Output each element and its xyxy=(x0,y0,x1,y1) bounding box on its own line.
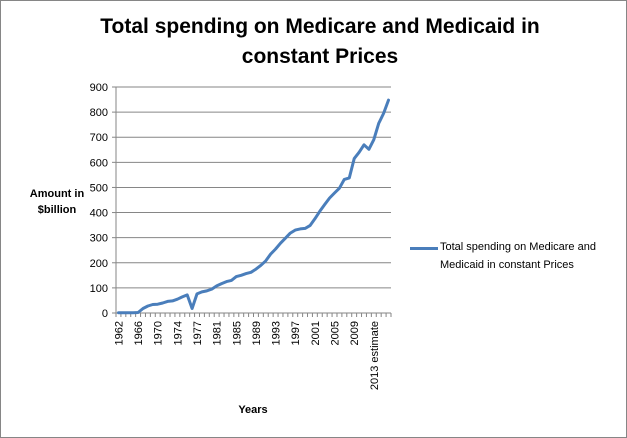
y-tick-label: 0 xyxy=(102,308,108,320)
x-tick-label: 2013 estimate xyxy=(369,321,381,390)
x-tick-label: 1989 xyxy=(251,321,263,345)
x-tick-label: 1966 xyxy=(133,321,145,345)
y-tick-label: 400 xyxy=(90,208,108,220)
x-tick-label: 1981 xyxy=(212,321,224,345)
y-tick-label: 200 xyxy=(90,258,108,270)
y-tick-label: 700 xyxy=(90,132,108,144)
y-tick-label: 800 xyxy=(90,107,108,119)
chart-title: Total spending on Medicare and Medicaid … xyxy=(100,15,540,68)
x-axis-label: Years xyxy=(238,404,268,416)
y-tick-label: 500 xyxy=(90,182,108,194)
series-line xyxy=(117,98,390,315)
legend-label: Total spending on Medicare and Medicaid … xyxy=(440,241,596,271)
y-tick-label: 600 xyxy=(90,157,108,169)
y-axis-label-line2: $billion xyxy=(37,204,77,216)
x-tick-label: 1997 xyxy=(290,321,302,345)
x-tick-label: 1962 xyxy=(113,321,125,345)
x-tick-label: 1970 xyxy=(153,321,165,345)
y-axis-label-line1: Amount in xyxy=(29,188,85,200)
x-tick-label: 1977 xyxy=(192,321,204,345)
x-tick-label: 1974 xyxy=(172,321,184,345)
legend-line-swatch xyxy=(410,247,438,250)
x-tick-label: 1993 xyxy=(271,321,283,345)
x-tick-label: 2001 xyxy=(310,321,322,345)
x-tick-label: 2009 xyxy=(349,321,361,345)
y-tick-label: 300 xyxy=(90,233,108,245)
x-tick-label: 1985 xyxy=(231,321,243,345)
y-tick-label: 900 xyxy=(90,82,108,94)
y-tick-label: 100 xyxy=(90,283,108,295)
y-axis-label: Amount in $billion xyxy=(12,186,102,218)
x-tick-label: 2005 xyxy=(330,321,342,345)
